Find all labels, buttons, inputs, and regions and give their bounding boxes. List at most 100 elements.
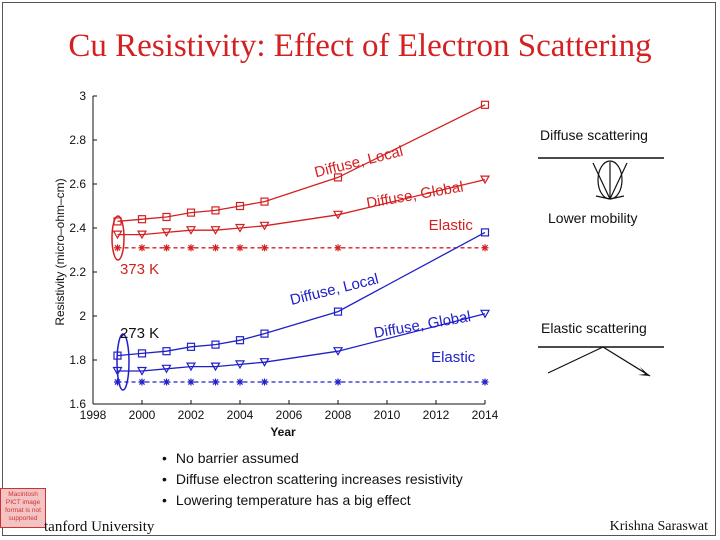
data-point <box>114 378 121 386</box>
data-point <box>114 244 121 252</box>
data-point <box>259 221 270 231</box>
series-path <box>117 313 486 372</box>
data-point <box>479 309 491 319</box>
footer-institution: tanford University <box>44 519 155 535</box>
data-point <box>481 378 489 386</box>
y-tick-label: 2.6 <box>69 177 86 191</box>
data-point <box>334 378 342 386</box>
diffuse-scattering-label: Diffuse scattering <box>540 127 648 143</box>
data-point <box>187 244 195 252</box>
data-point <box>333 173 343 182</box>
data-point <box>186 208 196 217</box>
data-point <box>161 228 172 238</box>
chart-annotation: Diffuse, Global <box>372 308 472 342</box>
series-line <box>114 378 489 386</box>
data-point <box>211 340 220 349</box>
x-tick-label: 2014 <box>472 408 499 422</box>
data-point <box>112 230 123 240</box>
data-point <box>161 364 172 374</box>
x-tick-label: 2012 <box>423 408 450 422</box>
data-point <box>162 212 171 222</box>
data-point <box>136 366 148 376</box>
bullet-item: No barrier assumed <box>162 448 463 469</box>
chart-annotation: 373 K <box>120 261 159 278</box>
data-point <box>234 223 246 233</box>
data-point <box>186 342 196 351</box>
data-point <box>235 201 245 211</box>
series-path <box>117 104 486 223</box>
data-point <box>332 347 344 356</box>
data-point <box>333 307 343 316</box>
data-point <box>332 210 344 220</box>
x-axis-label: Year <box>270 425 296 439</box>
data-point <box>162 347 171 356</box>
data-point <box>137 215 147 224</box>
data-point <box>260 329 269 338</box>
y-axis-label: Resistivity (micro–ohm–cm) <box>53 178 67 325</box>
y-tick-label: 2.8 <box>69 133 86 147</box>
diffuse-scattering-diagram <box>538 157 664 200</box>
data-point <box>261 378 268 386</box>
slide-title: Cu Resistivity: Effect of Electron Scatt… <box>68 28 652 64</box>
x-tick-label: 1998 <box>80 408 107 422</box>
data-point <box>163 244 170 252</box>
y-tick-label: 2 <box>79 309 86 323</box>
chart-annotation: Diffuse, Local <box>288 270 380 308</box>
y-tick-label: 1.6 <box>69 397 86 411</box>
data-point <box>480 228 490 237</box>
data-point <box>235 336 245 345</box>
series-line <box>112 175 491 240</box>
y-tick-label: 3 <box>79 89 86 103</box>
data-point <box>236 244 244 252</box>
bullet-item: Lowering temperature has a big effect <box>162 490 463 511</box>
chart-annotation: Elastic <box>429 217 474 234</box>
data-point <box>259 358 270 367</box>
data-point <box>480 100 490 109</box>
y-tick-label: 1.8 <box>69 353 86 367</box>
data-point <box>136 230 148 240</box>
lower-mobility-label: Lower mobility <box>548 210 638 226</box>
x-tick-label: 2006 <box>276 408 303 422</box>
data-point <box>260 197 269 206</box>
x-tick-label: 2002 <box>178 408 205 422</box>
data-point <box>210 362 221 372</box>
data-point <box>212 244 219 252</box>
series-line <box>113 100 490 226</box>
elastic-scattering-diagram <box>538 346 664 377</box>
x-tick-label: 2010 <box>374 408 401 422</box>
data-point <box>261 244 268 252</box>
data-point <box>185 362 197 372</box>
series-path <box>117 231 486 357</box>
data-point <box>137 349 147 358</box>
chart-annotation: Elastic <box>431 349 476 366</box>
data-point <box>334 244 342 252</box>
data-point <box>479 175 491 185</box>
data-point <box>481 244 489 252</box>
chart-annotation: 273 K <box>120 325 159 342</box>
data-point <box>210 226 221 235</box>
chart-annotation: Diffuse, Global <box>365 178 465 212</box>
pict-placeholder-image: Macintosh PICT image format is not suppo… <box>0 488 46 528</box>
data-point <box>138 244 146 252</box>
data-point <box>163 378 170 386</box>
chart-annotation: Diffuse, Local <box>313 143 405 181</box>
y-tick-label: 2.4 <box>69 221 86 235</box>
bullet-item: Diffuse electron scattering increases re… <box>162 469 463 490</box>
data-point <box>212 378 219 386</box>
footer-author: Krishna Saraswat <box>609 519 708 534</box>
bullet-list: No barrier assumed Diffuse electron scat… <box>162 448 463 511</box>
data-point <box>236 378 244 386</box>
x-tick-label: 2000 <box>129 408 156 422</box>
x-tick-label: 2008 <box>325 408 352 422</box>
data-point <box>234 360 246 370</box>
y-tick-label: 2.2 <box>69 265 86 279</box>
series-path <box>117 178 486 236</box>
data-point <box>185 226 197 235</box>
data-point <box>187 378 195 386</box>
series-line <box>112 309 491 376</box>
273k-group-ellipse <box>116 333 130 391</box>
data-point <box>138 378 146 386</box>
x-tick-label: 2004 <box>227 408 254 422</box>
